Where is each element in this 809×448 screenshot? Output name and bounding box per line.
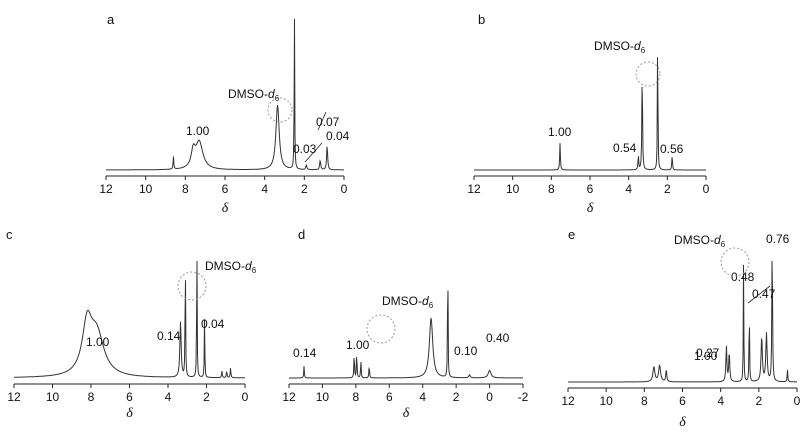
solvent-marker-d <box>366 314 396 344</box>
x-tick-label-e-4: 4 <box>717 394 724 408</box>
x-tick-label-a-4: 4 <box>261 182 268 196</box>
spectrum-trace-e <box>568 260 797 383</box>
x-tick-label-a-1: 10 <box>139 182 153 196</box>
integration-label-e-2: 0.48 <box>731 270 755 284</box>
solvent-marker-c <box>177 271 207 301</box>
x-tick-label-a-6: 0 <box>341 182 348 196</box>
x-tick-label-a-2: 8 <box>182 182 189 196</box>
x-tick-label-a-5: 2 <box>301 182 308 196</box>
panel-letter-b: b <box>478 12 485 27</box>
x-tick-label-d-3: 6 <box>386 390 393 404</box>
integration-label-d-0: 0.14 <box>293 346 317 360</box>
x-tick-label-e-6: 0 <box>794 394 801 408</box>
integration-label-d-3: 0.40 <box>486 331 510 345</box>
panel-e: e 12 10 8 6 4 2 0 δ 1.000.27 0.48 0.47 0.76 DMSO-d6 <box>561 227 800 430</box>
x-tick-label-c-5: 2 <box>203 390 210 404</box>
integration-label-a-3: 0.04 <box>326 129 350 143</box>
panel-b: b 12 10 8 6 4 2 0 δ 1.00 0.54 0.56 DMSO-d6 <box>467 12 709 216</box>
panel-a: a 12 10 8 6 4 2 0 δ 1.00 0.07 0.03 0.04 DMSO-d6 <box>99 12 349 216</box>
integration-label-c-0: 1.00 <box>86 335 110 349</box>
x-tick-label-d-1: 10 <box>316 390 330 404</box>
integration-label-e-0: 1.00 <box>694 349 718 363</box>
x-tick-label-b-3: 6 <box>587 182 594 196</box>
x-tick-label-b-4: 4 <box>625 182 632 196</box>
solvent-label-a: DMSO-d6 <box>228 87 280 103</box>
integration-label-b-1: 0.54 <box>613 141 637 155</box>
integration-label-b-0: 1.00 <box>548 125 572 139</box>
integration-label-e-3: 0.47 <box>752 287 776 301</box>
x-axis-label-a: δ <box>222 201 229 216</box>
integration-label-d-2: 0.10 <box>454 344 478 358</box>
panel-letter-a: a <box>107 12 115 27</box>
integration-label-a-2: 0.03 <box>293 142 317 156</box>
integration-label-c-2: 0.04 <box>201 317 225 331</box>
solvent-label-c: DMSO-d6 <box>205 259 257 275</box>
x-tick-label-c-4: 4 <box>165 390 172 404</box>
integration-label-b-2: 0.56 <box>660 142 684 156</box>
x-tick-label-e-1: 10 <box>599 394 613 408</box>
x-tick-label-c-1: 10 <box>46 390 60 404</box>
integration-label-e-4: 0.76 <box>766 232 790 246</box>
x-tick-label-d-0: 12 <box>282 390 296 404</box>
integration-label-c-1: 0.14 <box>157 329 181 343</box>
x-tick-label-e-0: 12 <box>561 394 575 408</box>
spectrum-trace-c <box>13 260 245 379</box>
x-axis-label-e: δ <box>679 415 686 430</box>
leader-line-e-0 <box>747 285 771 304</box>
x-tick-label-d-6: 0 <box>486 390 493 404</box>
x-tick-label-e-2: 8 <box>641 394 648 408</box>
solvent-label-b: DMSO-d6 <box>594 39 646 55</box>
integration-label-a-0: 1.00 <box>186 124 210 138</box>
x-tick-label-b-0: 12 <box>467 182 481 196</box>
x-tick-label-c-2: 8 <box>88 390 95 404</box>
spectrum-trace-a <box>106 18 344 171</box>
x-tick-label-b-5: 2 <box>664 182 671 196</box>
x-tick-label-d-4: 4 <box>419 390 426 404</box>
leader-line-a-1 <box>304 142 323 163</box>
panel-letter-e: e <box>568 227 575 242</box>
solvent-label-d: DMSO-d6 <box>382 294 434 310</box>
panel-letter-d: d <box>298 227 305 242</box>
x-tick-label-d-7: -2 <box>518 390 529 404</box>
x-tick-label-c-3: 6 <box>126 390 133 404</box>
solvent-label-e: DMSO-d6 <box>674 233 726 249</box>
panel-letter-c: c <box>6 227 13 242</box>
x-axis-label-c: δ <box>126 406 133 421</box>
x-tick-label-b-6: 0 <box>703 182 710 196</box>
x-tick-label-a-3: 6 <box>222 182 229 196</box>
x-axis-label-b: δ <box>587 201 594 216</box>
x-tick-label-e-5: 2 <box>755 394 762 408</box>
panel-d: d 12 10 8 6 4 2 0 -2 δ 0.14 1.00 0.10 0.40 DMSO-d6 <box>282 227 528 421</box>
integration-label-e-1: 0.27 <box>696 346 720 360</box>
x-tick-label-b-2: 8 <box>548 182 555 196</box>
x-tick-label-d-2: 8 <box>353 390 360 404</box>
x-tick-label-b-1: 10 <box>506 182 520 196</box>
x-tick-label-d-5: 2 <box>453 390 460 404</box>
solvent-marker-a <box>267 97 293 123</box>
x-tick-label-c-6: 0 <box>242 390 249 404</box>
spectrum-trace-d <box>289 290 523 379</box>
solvent-marker-b <box>635 61 661 87</box>
panel-c: c 12 10 8 6 4 2 0 δ 1.00 0.14 0.04 DMSO-d6 <box>6 227 257 421</box>
x-tick-label-e-3: 6 <box>679 394 686 408</box>
integration-label-a-1: 0.07 <box>316 115 340 129</box>
integration-label-d-1: 1.00 <box>346 338 370 352</box>
leader-line-a-0 <box>317 111 327 131</box>
x-tick-label-a-0: 12 <box>99 182 113 196</box>
x-axis-label-d: δ <box>403 406 410 421</box>
solvent-marker-e <box>720 247 750 277</box>
x-tick-label-c-0: 12 <box>7 390 21 404</box>
spectrum-trace-b <box>474 57 706 171</box>
